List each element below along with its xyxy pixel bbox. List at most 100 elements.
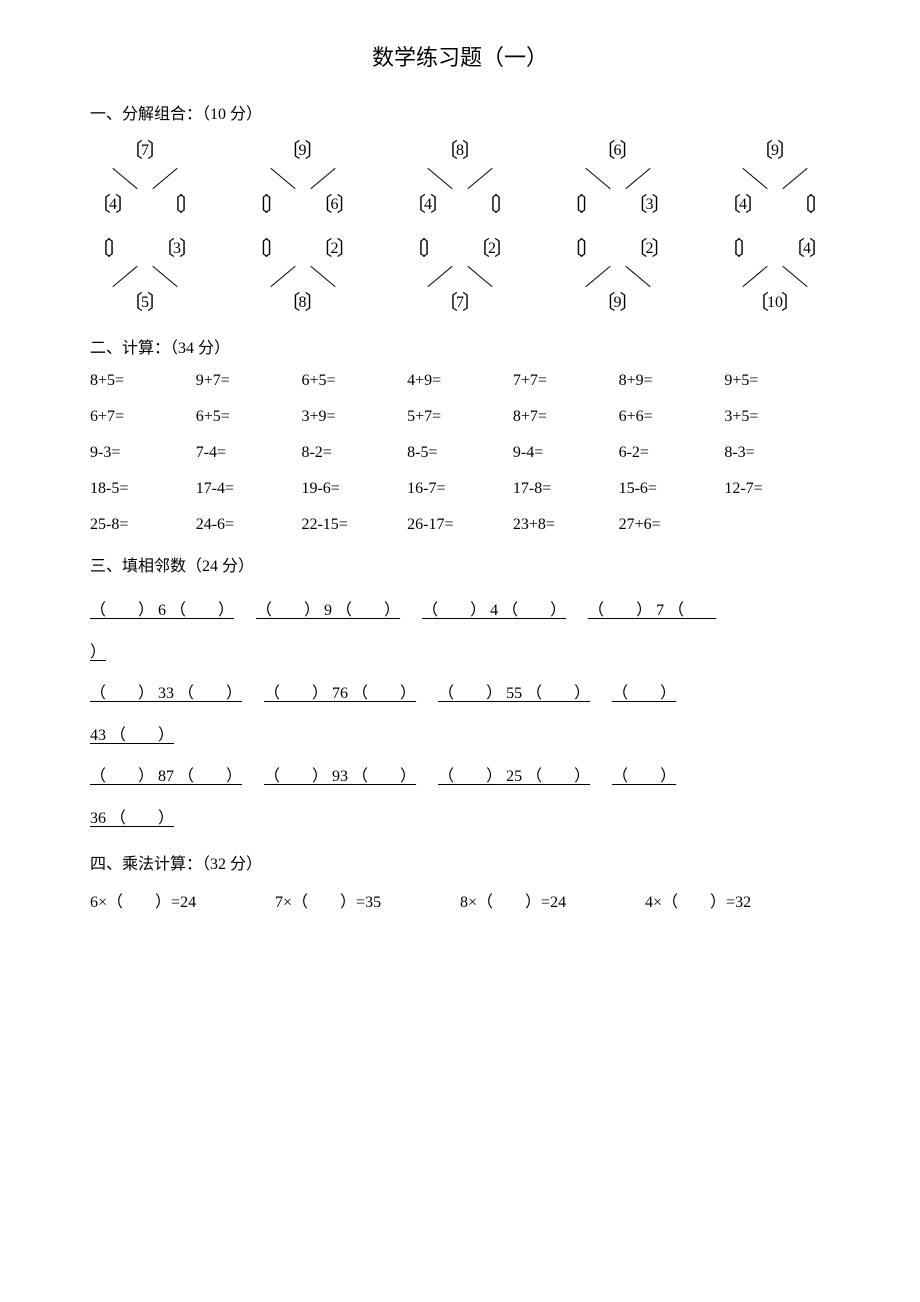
decomp-right: 4 xyxy=(785,236,829,262)
calc-cell: 18-5= xyxy=(90,480,196,498)
section-2-heading: 二、计算：（34 分） xyxy=(90,334,860,358)
decomp-right: 2 xyxy=(628,236,672,262)
calc-cell: 8-2= xyxy=(301,444,407,462)
decomp-right: 2 xyxy=(470,236,514,262)
calc-cell: 23+8= xyxy=(513,516,619,534)
decomp-right xyxy=(478,192,514,218)
decomp-item: 9 4 xyxy=(700,138,850,218)
calc-cell: 9+7= xyxy=(196,372,302,390)
calc-cell xyxy=(724,516,830,534)
neighbor-line: （ ） 87 （ ） （ ） 93 （ ） （ ） 25 （ ） （ ） xyxy=(90,756,830,798)
decomp-left xyxy=(721,236,757,262)
decomp-item: 2 8 xyxy=(228,236,378,316)
merge-lines-icon xyxy=(578,262,658,290)
calc-row: 18-5= 17-4= 19-6= 16-7= 17-8= 15-6= 12-7… xyxy=(90,480,830,498)
calc-cell: 26-17= xyxy=(407,516,513,534)
decomp-bottom: 10 xyxy=(749,290,801,316)
calc-cell: 15-6= xyxy=(619,480,725,498)
calc-cell: 6+5= xyxy=(301,372,407,390)
calc-cell: 8+7= xyxy=(513,408,619,426)
neighbor-item-tail: ） xyxy=(90,644,106,661)
decomp-item: 7 4 xyxy=(70,138,220,218)
mult-cell: 6×（ ）=24 xyxy=(90,888,275,912)
decomp-item: 3 5 xyxy=(70,236,220,316)
neighbor-item: （ ） 87 （ ） xyxy=(90,768,242,785)
page-title: 数学练习题（一） xyxy=(60,40,860,72)
neighbor-item-tail: 43 （ ） xyxy=(90,727,174,744)
neighbor-item: （ ） 55 （ ） xyxy=(438,685,590,702)
calc-cell: 9-4= xyxy=(513,444,619,462)
decomp-bottom: 5 xyxy=(123,290,167,316)
calc-row: 9-3= 7-4= 8-2= 8-5= 9-4= 6-2= 8-3= xyxy=(90,444,830,462)
decomp-row-1: 7 4 9 6 8 4 6 3 9 4 xyxy=(70,138,850,218)
decomp-right: 3 xyxy=(628,192,672,218)
neighbor-item-tail: 36 （ ） xyxy=(90,810,174,827)
decomp-item: 4 10 xyxy=(700,236,850,316)
calc-cell: 24-6= xyxy=(196,516,302,534)
section-4-heading: 四、乘法计算：（32 分） xyxy=(90,850,860,874)
calc-cell: 8-3= xyxy=(724,444,830,462)
decomp-item: 9 6 xyxy=(228,138,378,218)
decomp-bottom: 8 xyxy=(281,290,325,316)
calc-cell: 25-8= xyxy=(90,516,196,534)
neighbor-line-wrap: 36 （ ） xyxy=(90,798,830,840)
decomp-top: 9 xyxy=(753,138,797,164)
split-lines-icon xyxy=(420,164,500,192)
decomp-item: 2 9 xyxy=(543,236,693,316)
decomp-right: 2 xyxy=(313,236,357,262)
calc-row: 8+5= 9+7= 6+5= 4+9= 7+7= 8+9= 9+5= xyxy=(90,372,830,390)
calc-cell: 9+5= xyxy=(724,372,830,390)
neighbor-block: （ ） 6 （ ） （ ） 9 （ ） （ ） 4 （ ） （ ） 7 （ ） … xyxy=(90,590,830,840)
decomp-left: 4 xyxy=(406,192,450,218)
calc-cell: 22-15= xyxy=(301,516,407,534)
neighbor-item: （ ） xyxy=(612,768,676,785)
decomp-left xyxy=(249,192,285,218)
calc-cell: 16-7= xyxy=(407,480,513,498)
neighbor-item: （ ） 7 （ xyxy=(588,602,716,619)
calc-row: 25-8= 24-6= 22-15= 26-17= 23+8= 27+6= xyxy=(90,516,830,534)
mult-row: 6×（ ）=24 7×（ ）=35 8×（ ）=24 4×（ ）=32 xyxy=(90,888,830,912)
neighbor-item: （ ） 25 （ ） xyxy=(438,768,590,785)
decomp-bottom: 7 xyxy=(438,290,482,316)
calc-cell: 6-2= xyxy=(619,444,725,462)
decomp-right xyxy=(793,192,829,218)
calc-cell: 4+9= xyxy=(407,372,513,390)
decomp-bottom: 9 xyxy=(596,290,640,316)
mult-cell: 7×（ ）=35 xyxy=(275,888,460,912)
decomp-left xyxy=(249,236,285,262)
neighbor-line: （ ） 6 （ ） （ ） 9 （ ） （ ） 4 （ ） （ ） 7 （ xyxy=(90,590,830,632)
calc-cell: 3+9= xyxy=(301,408,407,426)
split-lines-icon xyxy=(735,164,815,192)
merge-lines-icon xyxy=(420,262,500,290)
neighbor-line: （ ） 33 （ ） （ ） 76 （ ） （ ） 55 （ ） （ ） xyxy=(90,673,830,715)
decomp-right xyxy=(163,192,199,218)
calc-cell: 17-4= xyxy=(196,480,302,498)
section-1-heading: 一、分解组合：（10 分） xyxy=(90,100,860,124)
decomp-right: 6 xyxy=(313,192,357,218)
calc-cell: 19-6= xyxy=(301,480,407,498)
decomp-left: 4 xyxy=(721,192,765,218)
decomp-item: 8 4 xyxy=(385,138,535,218)
decomp-row-2: 3 5 2 8 2 7 2 9 4 10 xyxy=(70,236,850,316)
calc-cell: 17-8= xyxy=(513,480,619,498)
split-lines-icon xyxy=(578,164,658,192)
calc-cell: 8-5= xyxy=(407,444,513,462)
calc-cell: 27+6= xyxy=(619,516,725,534)
calc-cell: 8+9= xyxy=(619,372,725,390)
neighbor-item: （ ） 4 （ ） xyxy=(422,602,566,619)
calc-cell: 7-4= xyxy=(196,444,302,462)
neighbor-item: （ ） 33 （ ） xyxy=(90,685,242,702)
split-lines-icon xyxy=(105,164,185,192)
mult-cell: 8×（ ）=24 xyxy=(460,888,645,912)
calc-row: 6+7= 6+5= 3+9= 5+7= 8+7= 6+6= 3+5= xyxy=(90,408,830,426)
neighbor-item: （ ） 76 （ ） xyxy=(264,685,416,702)
mult-cell: 4×（ ）=32 xyxy=(645,888,830,912)
calc-cell: 8+5= xyxy=(90,372,196,390)
decomp-top: 6 xyxy=(596,138,640,164)
merge-lines-icon xyxy=(735,262,815,290)
calc-cell: 9-3= xyxy=(90,444,196,462)
decomp-item: 2 7 xyxy=(385,236,535,316)
merge-lines-icon xyxy=(105,262,185,290)
decomp-item: 6 3 xyxy=(543,138,693,218)
merge-lines-icon xyxy=(263,262,343,290)
